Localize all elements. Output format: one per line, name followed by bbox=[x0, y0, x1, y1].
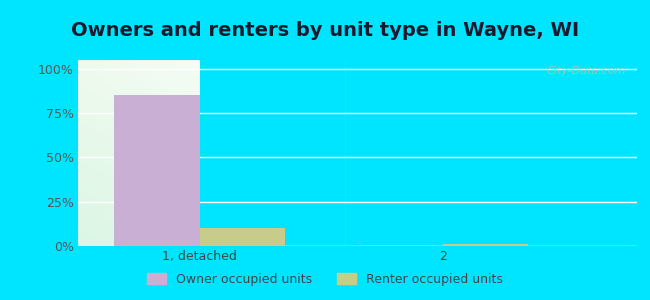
Bar bbox=[358, 244, 443, 246]
Legend: Owner occupied units, Renter occupied units: Owner occupied units, Renter occupied un… bbox=[142, 268, 508, 291]
Bar bbox=[114, 95, 200, 246]
Bar bbox=[200, 228, 285, 246]
Text: Owners and renters by unit type in Wayne, WI: Owners and renters by unit type in Wayne… bbox=[71, 21, 579, 40]
Text: City-Data.com: City-Data.com bbox=[546, 66, 626, 76]
Bar bbox=[443, 244, 528, 246]
